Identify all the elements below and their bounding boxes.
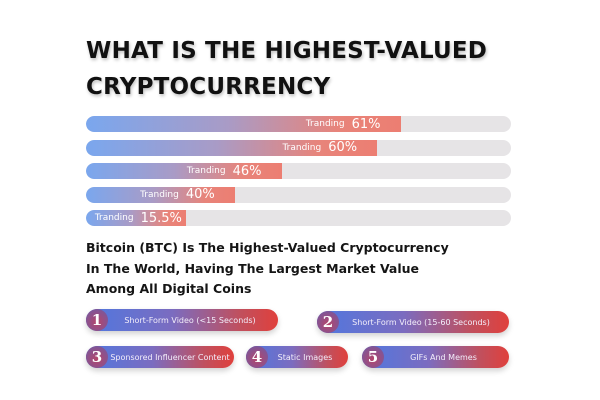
bar-label: Tranding (305, 119, 345, 129)
bar-value: 60% (328, 140, 358, 155)
description-line-1: Bitcoin (BTC) Is The Highest-Valued Cryp… (86, 240, 449, 255)
bar-value: 61% (351, 116, 381, 132)
legend-pill-4: 4 Static Images (246, 346, 348, 368)
legend-pill-1: 1 Short-Form Video (<15 Seconds) (86, 309, 278, 331)
bar-value: 46% (232, 163, 262, 179)
number-badge: 1 (86, 309, 108, 331)
pill-label: Sponsored Influencer Content (110, 352, 230, 362)
title-line-1: WHAT IS THE HIGHEST-VALUED (86, 38, 488, 64)
bar-label: Tranding (94, 213, 134, 223)
bar-fill-3: Tranding 46% (86, 163, 282, 179)
pill-label: Short-Form Video (15-60 Seconds) (352, 317, 490, 327)
bar-label: Tranding (186, 166, 226, 176)
bar-track-3: Tranding 46% (86, 163, 511, 179)
bar-value: 40% (185, 187, 215, 202)
legend-pill-2: 2 Short-Form Video (15-60 Seconds) (317, 311, 509, 333)
bar-fill-1: Tranding 61% (86, 116, 401, 132)
bar-fill-4: Tranding 40% (86, 186, 235, 203)
bar-chart: Tranding 61% Tranding 60% Tranding 46% T… (86, 116, 511, 234)
legend-pill-5: 5 GIFs And Memes (362, 346, 509, 368)
pill-label: Static Images (277, 352, 333, 362)
number-badge: 2 (317, 311, 339, 333)
description-line-2: In The World, Having The Largest Market … (86, 260, 420, 276)
bar-fill-2: Tranding 60% (86, 139, 378, 156)
bar-track-4: Tranding 40% (86, 186, 511, 203)
bar-fill-5: Tranding 15.5% (86, 210, 186, 226)
bar-label: Tranding (140, 189, 179, 200)
chart-title: WHAT IS THE HIGHEST-VALUED CRYPTOCURRENC… (86, 33, 487, 105)
bar-label: Tranding (282, 142, 322, 153)
pill-label: Short-Form Video (<15 Seconds) (124, 315, 256, 325)
bar-value: 15.5% (140, 210, 182, 226)
legend-pill-3: 3 Sponsored Influencer Content (86, 346, 234, 368)
description-line-3: Among All Digital Coins (86, 281, 252, 296)
pill-label: GIFs And Memes (410, 352, 477, 362)
number-badge: 4 (246, 346, 268, 368)
bar-track-1: Tranding 61% (86, 116, 511, 132)
bar-track-5: Tranding 15.5% (86, 210, 511, 226)
description: Bitcoin (BTC) Is The Highest-Valued Cryp… (86, 238, 449, 300)
number-badge: 3 (86, 346, 108, 368)
title-line-2: CRYPTOCURRENCY (86, 74, 331, 100)
bar-track-2: Tranding 60% (86, 139, 511, 156)
number-badge: 5 (362, 346, 384, 368)
